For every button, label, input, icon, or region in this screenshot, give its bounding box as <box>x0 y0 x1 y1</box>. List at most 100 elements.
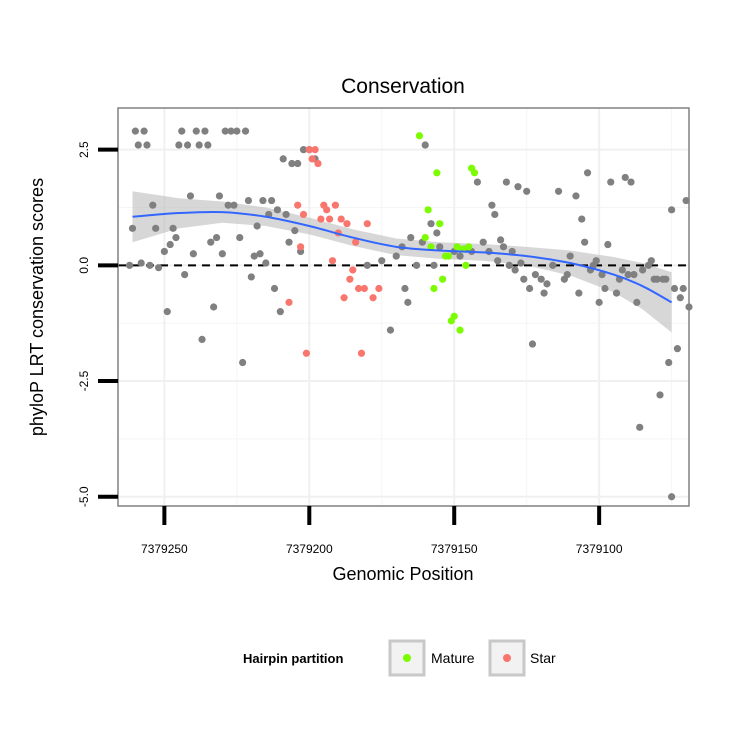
point-other <box>154 264 163 272</box>
point-star <box>302 349 311 357</box>
point-other <box>401 284 409 293</box>
point-other <box>566 252 574 260</box>
points <box>125 127 693 501</box>
point-other <box>514 183 522 191</box>
point-other <box>363 261 371 269</box>
point-other <box>282 210 290 219</box>
point-other <box>404 298 412 306</box>
point-other <box>485 247 493 256</box>
point-other <box>630 271 638 279</box>
point-other <box>549 261 557 269</box>
point-mature <box>444 252 453 260</box>
point-other <box>668 493 676 501</box>
point-other <box>433 229 441 237</box>
point-other <box>665 358 673 367</box>
point-other <box>256 250 264 258</box>
point-other <box>430 261 438 269</box>
point-star <box>337 215 345 223</box>
point-other <box>378 257 386 265</box>
point-other <box>262 259 270 267</box>
point-other <box>392 252 400 260</box>
smooth-line <box>132 210 673 304</box>
point-other <box>128 224 137 232</box>
legend-swatch-mature <box>403 654 411 662</box>
point-other <box>456 252 464 260</box>
y-axis: -5.0 -2.5 0.0 2.5 <box>77 141 118 507</box>
point-star <box>328 257 337 265</box>
point-other <box>627 178 635 186</box>
plot-border <box>117 107 690 507</box>
point-other <box>227 127 235 135</box>
point-star <box>354 284 363 293</box>
point-star <box>363 220 371 228</box>
point-other <box>386 326 395 334</box>
point-other <box>207 238 215 246</box>
point-star <box>346 275 354 283</box>
point-other <box>499 243 508 251</box>
point-other <box>143 141 151 149</box>
point-other <box>221 127 229 135</box>
point-other <box>125 261 134 269</box>
y-tick-label: 2.5 <box>77 141 91 158</box>
point-star <box>308 155 316 163</box>
point-mature <box>427 243 435 251</box>
point-other <box>653 275 661 283</box>
point-other <box>250 252 258 260</box>
point-other <box>183 141 192 149</box>
point-mature <box>456 326 464 334</box>
point-star <box>375 284 383 293</box>
point-other <box>496 236 505 244</box>
point-star <box>311 146 319 154</box>
chart-title: Conservation <box>341 75 465 98</box>
point-other <box>175 141 183 149</box>
point-other <box>502 178 510 186</box>
point-other <box>244 196 253 205</box>
point-other <box>575 289 583 297</box>
point-other <box>662 275 670 283</box>
point-other <box>668 206 676 214</box>
point-other <box>294 159 302 168</box>
point-other <box>598 271 606 279</box>
point-other <box>236 233 244 242</box>
point-star <box>357 349 366 357</box>
point-other <box>624 271 632 279</box>
point-mature <box>415 132 424 140</box>
point-mature <box>421 233 429 242</box>
point-star <box>323 206 331 214</box>
point-other <box>607 178 615 186</box>
point-other <box>137 259 145 267</box>
point-mature <box>470 169 479 177</box>
point-other <box>543 280 551 288</box>
point-star <box>317 215 325 223</box>
point-star <box>360 284 368 293</box>
point-mature <box>465 243 473 251</box>
point-star <box>294 201 302 209</box>
point-other <box>479 238 487 246</box>
point-other <box>253 222 261 230</box>
x-axis: 7379250 7379200 7379150 7379100 <box>141 506 623 556</box>
point-other <box>578 215 586 223</box>
x-tick-label: 7379150 <box>431 542 478 556</box>
point-other <box>618 266 626 274</box>
point-other <box>679 284 687 293</box>
point-other <box>146 261 154 269</box>
point-other <box>531 271 539 279</box>
point-other <box>517 259 525 267</box>
point-other <box>436 243 444 251</box>
point-star <box>285 298 293 306</box>
point-other <box>166 240 174 249</box>
x-tick-label: 7379200 <box>286 542 333 556</box>
point-other <box>633 298 641 306</box>
point-star <box>369 294 377 302</box>
point-other <box>537 275 545 283</box>
point-other <box>670 284 679 293</box>
point-other <box>172 233 180 242</box>
point-other <box>508 247 516 256</box>
point-other <box>233 127 241 135</box>
point-star <box>349 266 357 274</box>
point-other <box>218 250 226 258</box>
plot-background <box>118 108 689 506</box>
point-mature <box>439 275 447 283</box>
y-tick-label: -5.0 <box>77 486 91 507</box>
point-star <box>343 220 351 228</box>
